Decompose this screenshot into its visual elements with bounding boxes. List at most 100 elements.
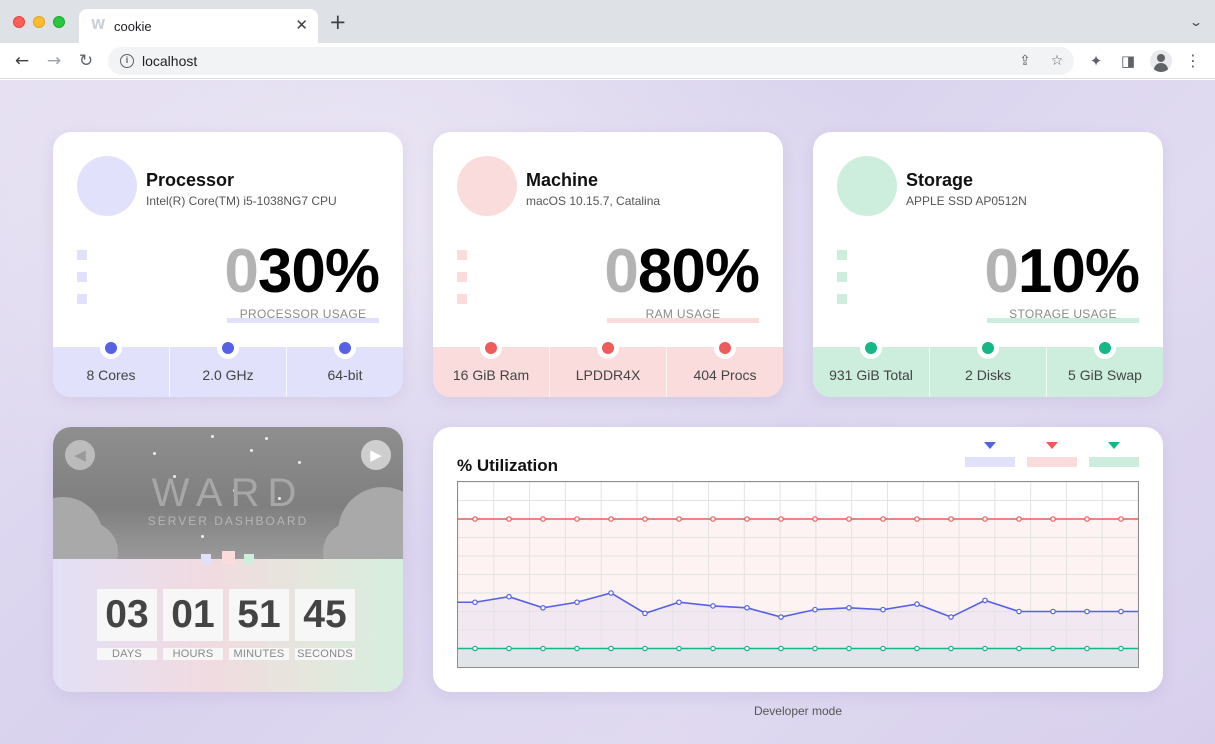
data-point xyxy=(710,603,716,609)
data-point xyxy=(880,516,886,522)
close-icon[interactable]: ✕ xyxy=(295,16,308,34)
profile-icon[interactable] xyxy=(1150,50,1172,72)
browser-toolbar: ← → ↻ i localhost ⇪ ☆ ✦ ◨ ⋮ xyxy=(0,43,1215,79)
previous-arrow-icon[interactable]: ◀ xyxy=(65,440,95,470)
processor-usage-label: PROCESSOR USAGE xyxy=(239,307,367,321)
data-point xyxy=(948,645,954,652)
data-point xyxy=(846,516,852,522)
data-point xyxy=(472,516,478,522)
processor-stat-architecture: 64-bit xyxy=(286,337,403,397)
next-arrow-icon[interactable]: ▶ xyxy=(361,440,391,470)
data-point xyxy=(812,516,818,522)
uptime-seconds-label: SECONDS xyxy=(295,648,355,660)
url-text[interactable]: localhost xyxy=(142,53,198,69)
processor-subtitle: Intel(R) Core(TM) i5-1038NG7 CPU xyxy=(146,194,337,208)
processor-title: Processor xyxy=(146,170,235,190)
decor-square xyxy=(837,272,847,282)
indicator-dot-icon xyxy=(860,337,882,359)
machine-subtitle: macOS 10.15.7, Catalina xyxy=(526,194,661,208)
reload-icon[interactable]: ↻ xyxy=(78,51,94,71)
data-point xyxy=(710,516,716,522)
browser-tab-bar: W cookie ✕ + ⌄ xyxy=(0,0,1215,43)
data-point xyxy=(1118,516,1124,522)
ram-usage-label: RAM USAGE xyxy=(645,307,721,321)
star-icon[interactable]: ☆ xyxy=(1050,53,1064,69)
star-icon xyxy=(211,435,214,438)
data-point xyxy=(1050,608,1056,615)
data-point xyxy=(472,645,478,652)
storage-stat-disks: 2 Disks xyxy=(929,337,1046,397)
star-icon xyxy=(233,489,236,492)
data-point xyxy=(1016,516,1022,522)
data-point xyxy=(1016,645,1022,652)
carousel-indicator-machine[interactable] xyxy=(222,551,235,564)
data-point xyxy=(812,606,818,613)
storage-stat-swap: 5 GiB Swap xyxy=(1046,337,1163,397)
window-close-button[interactable] xyxy=(13,16,25,28)
ram-usage-value: 080% xyxy=(604,237,760,306)
uptime-days-value: 03 xyxy=(97,589,157,641)
info-icon[interactable]: i xyxy=(120,54,134,68)
storage-avatar xyxy=(837,156,897,216)
tab-favicon-icon: W xyxy=(91,18,106,33)
data-point xyxy=(608,516,614,522)
decor-square xyxy=(77,294,87,304)
puzzle-icon[interactable]: ✦ xyxy=(1089,52,1103,70)
indicator-dot-icon xyxy=(334,337,356,359)
data-point xyxy=(506,593,512,600)
star-icon xyxy=(250,449,253,452)
data-point xyxy=(574,645,580,652)
uptime-seconds-value: 45 xyxy=(295,589,355,641)
data-point xyxy=(676,599,682,606)
ward-uptime-card: WARD SERVER DASHBOARD ◀ ▶ 03 DAYS 01 HOU… xyxy=(53,427,403,692)
ram-usage-underline xyxy=(607,318,759,323)
back-arrow-icon[interactable]: ← xyxy=(14,51,30,71)
forward-arrow-icon[interactable]: → xyxy=(46,51,62,71)
data-point xyxy=(778,645,784,652)
window-minimize-button[interactable] xyxy=(33,16,45,28)
data-point xyxy=(472,599,478,606)
decor-square xyxy=(457,250,467,260)
data-point xyxy=(914,601,920,607)
developer-mode-label: Developer mode xyxy=(753,704,843,718)
plus-icon[interactable]: + xyxy=(329,10,347,34)
uptime-panel: 03 DAYS 01 HOURS 51 MINUTES 45 SECONDS xyxy=(53,559,403,692)
ward-title: WARD xyxy=(151,471,305,515)
legend-storage xyxy=(1089,442,1139,467)
decor-square xyxy=(457,294,467,304)
share-icon[interactable]: ⇪ xyxy=(1019,53,1031,69)
data-point xyxy=(880,645,886,652)
data-point xyxy=(982,645,988,652)
decor-square xyxy=(77,250,87,260)
indicator-dot-icon xyxy=(1094,337,1116,359)
carousel-indicator-storage[interactable] xyxy=(244,554,254,564)
data-point xyxy=(948,516,954,522)
data-point xyxy=(506,645,512,652)
data-point xyxy=(540,645,546,652)
address-bar[interactable]: i localhost ⇪ ☆ xyxy=(108,47,1074,75)
kebab-menu-icon[interactable]: ⋮ xyxy=(1185,51,1201,70)
uptime-minutes-label: MINUTES xyxy=(229,648,289,660)
carousel-indicator-processor[interactable] xyxy=(201,554,211,564)
data-point xyxy=(676,645,682,652)
data-point xyxy=(948,614,954,620)
data-point xyxy=(1084,516,1090,522)
browser-tab[interactable]: W cookie ✕ xyxy=(79,9,318,43)
star-icon xyxy=(153,452,156,455)
triangle-down-icon xyxy=(1108,442,1120,449)
window-zoom-button[interactable] xyxy=(53,16,65,28)
processor-stats-bar: 8 Cores 2.0 GHz 64-bit xyxy=(53,337,403,397)
machine-stat-ram-type: LPDDR4X xyxy=(549,337,666,397)
storage-usage-label: STORAGE USAGE xyxy=(1009,307,1117,321)
decor-square xyxy=(837,250,847,260)
data-point xyxy=(914,516,920,522)
data-point xyxy=(1050,516,1056,522)
data-point xyxy=(778,614,784,620)
data-point xyxy=(608,590,614,596)
indicator-dot-icon xyxy=(100,337,122,359)
uptime-days-label: DAYS xyxy=(97,648,157,660)
data-point xyxy=(1050,645,1056,652)
sidebar-icon[interactable]: ◨ xyxy=(1120,52,1136,70)
machine-stat-processes: 404 Procs xyxy=(666,337,783,397)
chevron-down-icon[interactable]: ⌄ xyxy=(1188,15,1204,29)
